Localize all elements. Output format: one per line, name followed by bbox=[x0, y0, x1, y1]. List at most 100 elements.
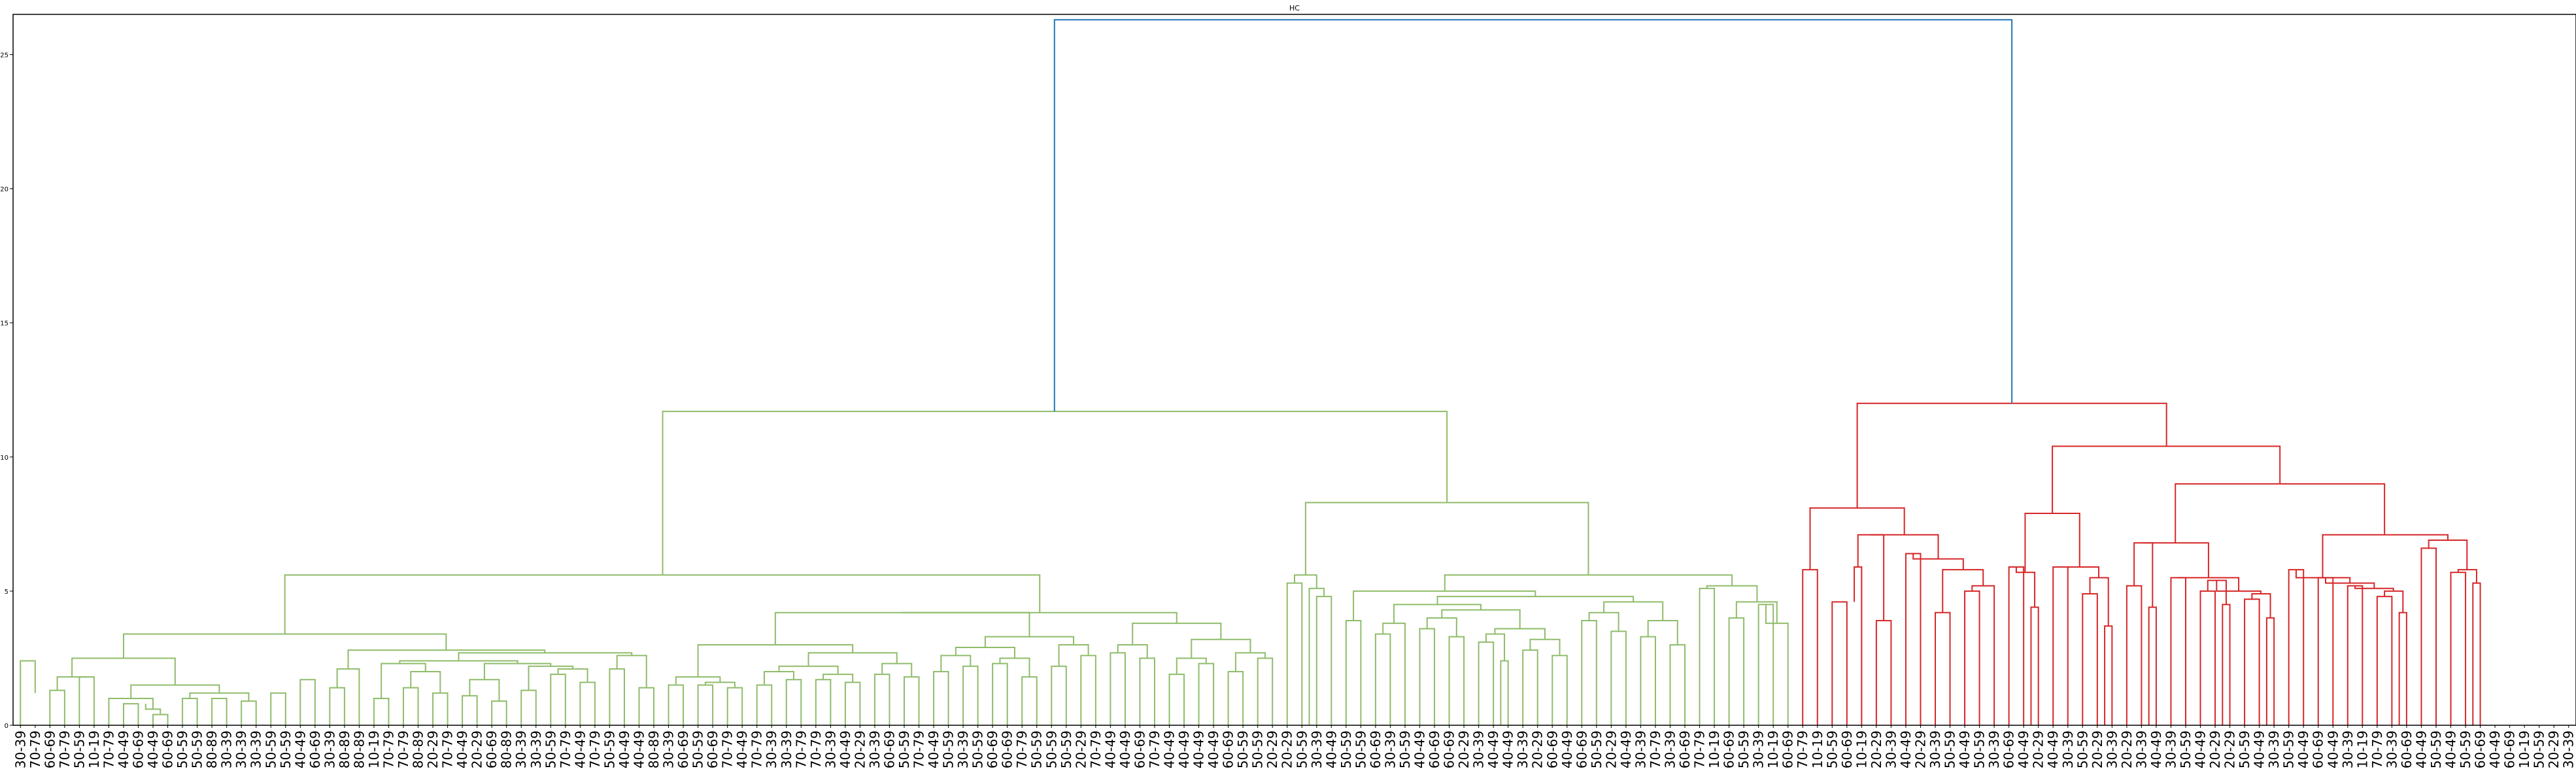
x-tick-label: 50-59 bbox=[1972, 730, 1988, 768]
dendrogram-link bbox=[1308, 587, 1325, 725]
x-tick-label: 40-49 bbox=[1500, 730, 1516, 768]
dendrogram-link bbox=[1905, 553, 1922, 725]
x-tick-label: 50-59 bbox=[2458, 730, 2473, 768]
dendrogram-link bbox=[2082, 593, 2098, 725]
x-tick-label: 50-59 bbox=[2428, 730, 2444, 768]
x-tick-label: 20-29 bbox=[1073, 730, 1089, 768]
x-tick-label: 30-39 bbox=[1662, 730, 1678, 768]
x-tick-label: 70-79 bbox=[1147, 730, 1162, 768]
x-tick-label: 50-59 bbox=[690, 730, 706, 768]
dendrogram-link bbox=[844, 681, 861, 725]
x-tick-label: 10-19 bbox=[2517, 730, 2532, 768]
x-tick-label: 50-59 bbox=[970, 730, 986, 768]
x-tick-label: 60-69 bbox=[1574, 730, 1589, 768]
x-tick-label: 40-49 bbox=[1117, 730, 1133, 768]
dendrogram-link bbox=[1706, 585, 1758, 602]
dendrogram-link bbox=[211, 697, 228, 725]
x-tick-label: 50-59 bbox=[2532, 730, 2547, 768]
x-tick-label: 70-79 bbox=[1648, 730, 1663, 768]
x-tick-label: 30-39 bbox=[2561, 730, 2576, 768]
x-tick-label: 50-59 bbox=[1824, 730, 1840, 768]
dendrogram-link bbox=[2354, 585, 2394, 591]
x-tick-label: 40-49 bbox=[454, 730, 470, 768]
x-tick-label: 20-29 bbox=[425, 730, 441, 768]
x-tick-label: 20-29 bbox=[1280, 730, 1295, 768]
dendrogram-link bbox=[56, 676, 87, 691]
dendrogram-link bbox=[579, 681, 596, 725]
dendrogram-link bbox=[381, 662, 426, 698]
dendrogram-link bbox=[20, 660, 36, 725]
x-tick-label: 50-59 bbox=[1942, 730, 1958, 768]
x-tick-label: 70-79 bbox=[396, 730, 411, 768]
x-tick-label: 60-69 bbox=[1368, 730, 1383, 768]
x-tick-label: 30-39 bbox=[1883, 730, 1899, 768]
x-tick-label: 80-89 bbox=[337, 730, 352, 768]
x-tick-label: 60-69 bbox=[1427, 730, 1442, 768]
x-tick-label: 60-69 bbox=[1544, 730, 1560, 768]
x-tick-label: 50-59 bbox=[2281, 730, 2297, 768]
x-tick-label: 50-59 bbox=[1043, 730, 1059, 768]
x-tick-label: 30-39 bbox=[2163, 730, 2178, 768]
x-tick-label: 70-79 bbox=[381, 730, 396, 768]
x-tick-label: 40-49 bbox=[1206, 730, 1221, 768]
dendrogram-link bbox=[1964, 590, 1980, 725]
dendrogram-link bbox=[704, 681, 736, 688]
dendrogram-link bbox=[1971, 585, 1995, 725]
x-tick-label: 50-59 bbox=[2075, 730, 2090, 768]
x-tick-label: 20-29 bbox=[2546, 730, 2562, 768]
x-tick-label: 20-29 bbox=[2222, 730, 2238, 768]
dendrogram-link bbox=[1640, 636, 1656, 725]
dendrogram-link bbox=[299, 679, 316, 725]
x-tick-label: 70-79 bbox=[2369, 730, 2385, 768]
x-tick-label: 40-49 bbox=[617, 730, 632, 768]
x-tick-label: 40-49 bbox=[116, 730, 131, 768]
x-tick-label: 20-29 bbox=[2090, 730, 2105, 768]
dendrogram-link bbox=[2148, 606, 2157, 725]
x-tick-label: 70-79 bbox=[57, 730, 73, 768]
x-tick-label: 20-29 bbox=[2207, 730, 2223, 768]
x-tick-label: 70-79 bbox=[808, 730, 824, 768]
dendrogram-link bbox=[902, 611, 1178, 624]
dendrogram-link bbox=[1191, 638, 1251, 659]
x-tick-label: 30-39 bbox=[1751, 730, 1767, 768]
dendrogram-link bbox=[2178, 577, 2240, 591]
dendrogram-link bbox=[270, 692, 286, 725]
x-tick-label: 30-39 bbox=[822, 730, 838, 768]
x-tick-label: 10-19 bbox=[86, 730, 102, 768]
x-tick-label: 30-39 bbox=[12, 730, 28, 768]
x-tick-label: 40-49 bbox=[145, 730, 161, 768]
dendrogram-link bbox=[2428, 539, 2468, 570]
x-tick-label: 30-39 bbox=[2133, 730, 2149, 768]
dendrogram-link bbox=[778, 665, 839, 675]
y-tick-label: 25 bbox=[0, 52, 8, 60]
x-tick-label: 40-49 bbox=[2148, 730, 2164, 768]
y-tick-label: 0 bbox=[5, 723, 8, 730]
x-tick-label: 60-69 bbox=[881, 730, 897, 768]
dendrogram-link bbox=[2207, 579, 2227, 605]
x-tick-label: 10-19 bbox=[1810, 730, 1825, 768]
x-tick-label: 40-49 bbox=[926, 730, 941, 768]
x-tick-label: 20-29 bbox=[2031, 730, 2046, 768]
x-tick-label: 60-69 bbox=[130, 730, 146, 768]
dendrogram-link bbox=[2384, 590, 2404, 613]
x-tick-label: 20-29 bbox=[1264, 730, 1280, 768]
x-tick-label: 50-59 bbox=[1589, 730, 1604, 768]
x-tick-label: 50-59 bbox=[941, 730, 957, 768]
dendrogram-link bbox=[962, 665, 979, 725]
dendrogram-link bbox=[2126, 585, 2143, 725]
x-tick-label: 40-49 bbox=[2325, 730, 2341, 768]
dendrogram-link bbox=[1441, 609, 1521, 629]
x-tick-label: 40-49 bbox=[1162, 730, 1178, 768]
dendrogram-link bbox=[483, 662, 552, 680]
dendrogram-link bbox=[1870, 534, 1939, 559]
x-tick-label: 60-69 bbox=[2502, 730, 2518, 768]
dendrogram-links bbox=[20, 19, 2481, 725]
dendrogram-link bbox=[1051, 665, 1067, 725]
x-tick-label: 20-29 bbox=[1603, 730, 1619, 768]
x-tick-label: 10-19 bbox=[2354, 730, 2370, 768]
x-tick-label: 30-39 bbox=[1471, 730, 1487, 768]
x-tick-label: 40-49 bbox=[2296, 730, 2311, 768]
x-axis: 30-3970-7960-6970-7950-5910-1970-7940-49… bbox=[12, 725, 2576, 768]
x-tick-label: 60-69 bbox=[1839, 730, 1855, 768]
